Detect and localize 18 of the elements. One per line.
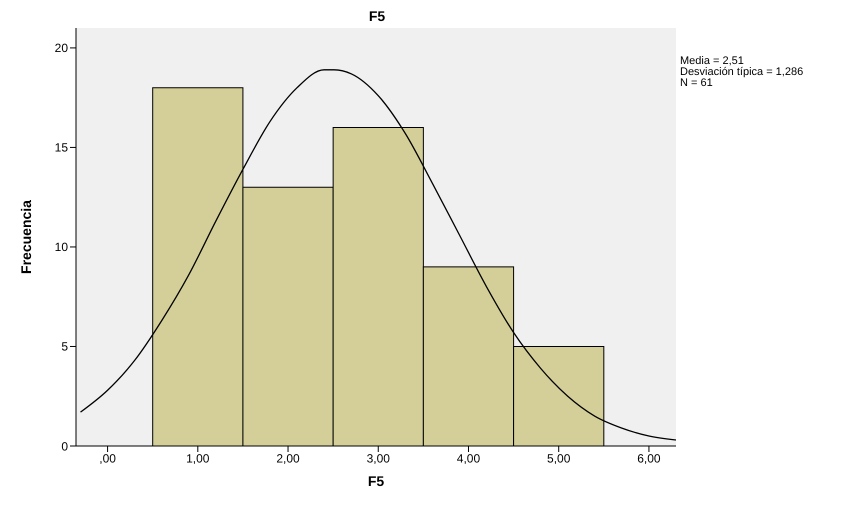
text: Desviación típica = 1,286: [680, 66, 804, 78]
x-tick-label: 4,00: [456, 452, 480, 466]
y-tick-label: 20: [54, 41, 68, 56]
y-tick-label: 15: [54, 140, 68, 155]
x-tick-label: 1,00: [186, 452, 210, 466]
x-tick-label: 3,00: [366, 452, 390, 466]
y-tick-label: 0: [61, 439, 68, 454]
chart-title: F5: [368, 8, 386, 24]
x-axis-title: F5: [368, 473, 384, 489]
text: N = 61: [680, 77, 714, 89]
x-tick-label: 5,00: [547, 452, 571, 466]
x-tick-label: 2,00: [276, 452, 300, 466]
text: Media = 2,51: [680, 55, 744, 67]
y-tick-label: 5: [61, 340, 68, 354]
x-tick-label: 6,00: [637, 452, 661, 466]
x-tick-label: ,00: [99, 452, 116, 466]
y-axis-title: Frecuencia: [18, 200, 34, 274]
y-tick-label: 10: [54, 240, 68, 254]
